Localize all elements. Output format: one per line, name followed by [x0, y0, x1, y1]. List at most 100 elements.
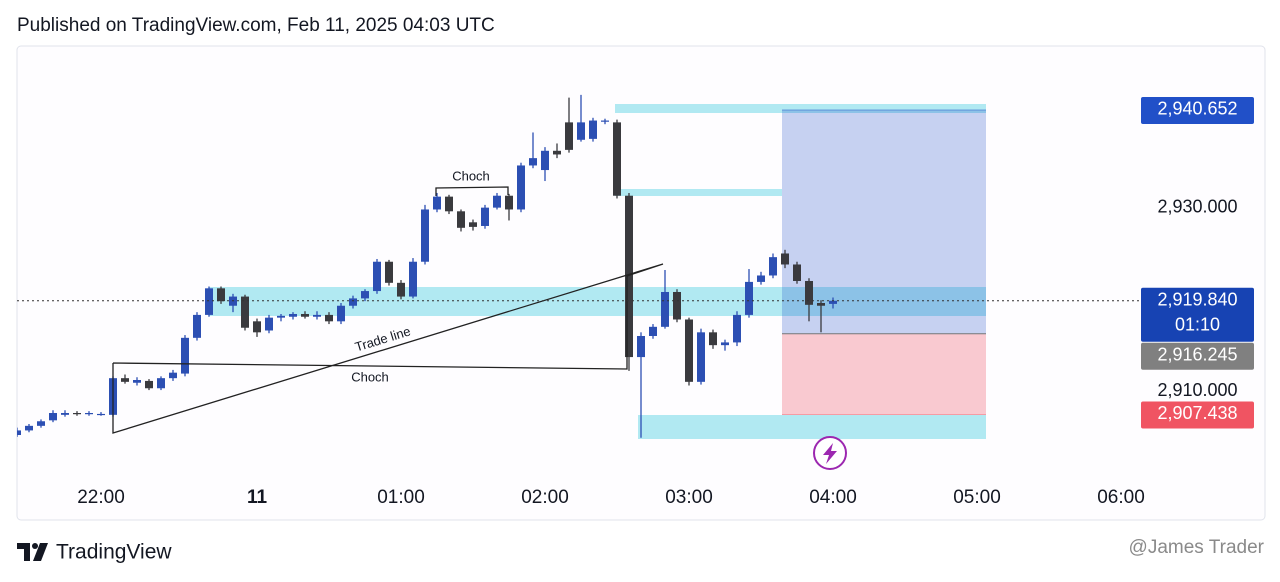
logo	[17, 543, 48, 561]
candle-body	[253, 321, 261, 333]
countdown: 01:10	[1175, 315, 1220, 335]
price-label-box	[1141, 342, 1254, 370]
candle-body	[349, 298, 357, 306]
candle-body	[169, 372, 177, 379]
candle-body	[289, 313, 297, 317]
candle-body	[325, 314, 333, 322]
zones	[209, 104, 986, 439]
price-label: 2,919.840	[1157, 290, 1237, 310]
candle-body	[637, 335, 645, 358]
candle-body	[793, 264, 801, 281]
stop-zone	[782, 333, 986, 415]
brand: TradingView	[56, 541, 172, 564]
candle-body	[133, 380, 141, 383]
price-label-box	[1141, 287, 1254, 342]
chart-frame	[16, 45, 1266, 521]
zone	[615, 104, 986, 113]
annotation: Choch	[351, 369, 389, 384]
alert-bolt	[823, 443, 837, 464]
x-tick-label: 01:00	[377, 487, 425, 508]
logo-mark	[33, 543, 48, 561]
candle-body	[361, 291, 369, 299]
candle-body	[409, 261, 417, 297]
candle-body	[457, 211, 465, 228]
candle-body	[745, 281, 753, 315]
candle-body	[661, 291, 669, 327]
x-tick-label: 03:00	[665, 487, 713, 508]
candle-body	[601, 120, 609, 122]
candle-body	[73, 413, 81, 415]
candle-body	[181, 337, 189, 374]
x-tick-label: 22:00	[77, 487, 125, 508]
candle-body	[445, 196, 453, 212]
annotation: Choch	[452, 168, 490, 183]
candle-body	[17, 430, 21, 436]
candle-body	[313, 314, 321, 317]
candle-body	[577, 122, 585, 140]
candle-body	[553, 150, 561, 155]
candle-body	[673, 291, 681, 320]
candle-body	[469, 222, 477, 227]
candle-body	[433, 196, 441, 210]
candle-body	[241, 296, 249, 328]
candle-body	[205, 288, 213, 315]
y-tick-label: 2,930.000	[1157, 196, 1237, 216]
candle-body	[25, 425, 33, 431]
price-scale: 2,930.000 2,910.000 2,940.652 2,919.840 01:1…	[1141, 96, 1254, 429]
candle-body	[565, 122, 573, 150]
x-tick-label: 11	[247, 487, 268, 508]
header: Published on TradingView.com, Feb 11, 20…	[17, 15, 495, 36]
candle-body	[781, 253, 789, 265]
candle-body	[649, 326, 657, 336]
price-label: 2,940.652	[1157, 99, 1237, 119]
candle-body	[817, 302, 825, 306]
x-tick-label: 05:00	[953, 487, 1001, 508]
candle-body	[217, 288, 225, 302]
candle-body	[493, 195, 501, 208]
logo-dot	[32, 543, 38, 549]
candle-body	[685, 319, 693, 382]
target-zone	[782, 109, 986, 334]
candle-body	[625, 195, 633, 358]
price-label-box	[1141, 96, 1254, 124]
candle-body	[277, 315, 285, 318]
zone	[638, 415, 986, 439]
candles	[17, 94, 837, 438]
zone	[615, 189, 782, 196]
candle-body	[397, 282, 405, 297]
candle-body	[769, 257, 777, 276]
candle-body	[301, 313, 309, 317]
candle-body	[829, 300, 837, 304]
candle-body	[613, 122, 621, 196]
candle-body	[265, 317, 273, 331]
candle-body	[421, 209, 429, 262]
candle-body	[757, 275, 765, 282]
price-label-box	[1141, 401, 1254, 429]
x-tick-label: 06:00	[1097, 487, 1145, 508]
candle-body	[529, 158, 537, 166]
candle-body	[505, 195, 513, 210]
candle-body	[337, 305, 345, 322]
candle-body	[805, 280, 813, 305]
candle-body	[61, 413, 69, 415]
y-tick-label: 2,910.000	[1157, 380, 1237, 400]
logo-mark	[17, 543, 30, 561]
candle-body	[709, 332, 717, 346]
candle-body	[85, 413, 93, 415]
trade-line	[112, 263, 664, 434]
price-label: 2,907.438	[1157, 403, 1237, 423]
candle-body	[385, 261, 393, 283]
x-tick-label: 02:00	[521, 487, 569, 508]
candle-body	[697, 332, 705, 382]
candle-body	[97, 413, 105, 416]
price-label: 2,916.245	[1157, 345, 1237, 365]
x-tick-label: 04:00	[809, 487, 857, 508]
candle-body	[49, 413, 57, 421]
candle-body	[121, 378, 129, 382]
candle-body	[481, 207, 489, 226]
candle-body	[517, 165, 525, 210]
candle-body	[193, 314, 201, 338]
candle-body	[37, 421, 45, 426]
